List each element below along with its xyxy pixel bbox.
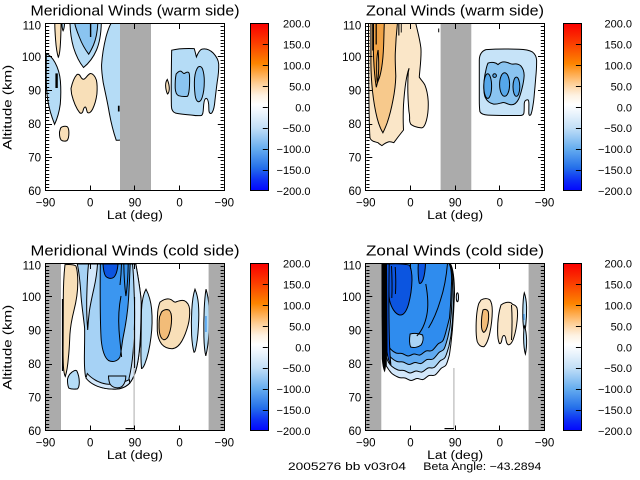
svg-text:200.0: 200.0 xyxy=(604,259,632,271)
svg-text:0.0: 0.0 xyxy=(295,102,310,114)
svg-text:Lat (deg): Lat (deg) xyxy=(427,210,483,222)
svg-text:200.0: 200.0 xyxy=(283,259,311,271)
svg-text:2005276 bb v03r04: 2005276 bb v03r04 xyxy=(288,461,406,473)
svg-text:90: 90 xyxy=(349,86,362,98)
svg-text:0: 0 xyxy=(87,198,93,210)
svg-text:150.0: 150.0 xyxy=(283,279,311,291)
svg-text:150.0: 150.0 xyxy=(604,279,632,291)
svg-text:150.0: 150.0 xyxy=(283,39,311,51)
svg-text:50.0: 50.0 xyxy=(611,321,632,333)
svg-text:−90: −90 xyxy=(356,198,376,210)
svg-text:90: 90 xyxy=(129,438,142,450)
svg-text:−150.0: −150.0 xyxy=(277,165,311,177)
svg-text:−90: −90 xyxy=(215,198,235,210)
svg-text:−90: −90 xyxy=(535,198,555,210)
svg-text:110: 110 xyxy=(343,261,361,273)
svg-text:0.0: 0.0 xyxy=(617,102,632,114)
svg-text:100.0: 100.0 xyxy=(283,60,311,72)
svg-text:−200.0: −200.0 xyxy=(598,186,632,198)
svg-text:90: 90 xyxy=(28,86,41,98)
svg-text:100: 100 xyxy=(22,52,41,64)
svg-text:−200.0: −200.0 xyxy=(598,426,632,438)
svg-text:100: 100 xyxy=(342,292,361,304)
svg-text:90: 90 xyxy=(129,198,142,210)
svg-text:Lat (deg): Lat (deg) xyxy=(107,450,163,462)
svg-text:200.0: 200.0 xyxy=(604,19,632,31)
svg-text:110: 110 xyxy=(343,21,361,33)
svg-text:−200.0: −200.0 xyxy=(277,186,311,198)
svg-text:60: 60 xyxy=(28,186,41,198)
svg-text:90: 90 xyxy=(28,326,41,338)
svg-text:−50.0: −50.0 xyxy=(604,123,632,135)
svg-text:0: 0 xyxy=(87,438,93,450)
svg-text:0: 0 xyxy=(176,438,182,450)
svg-text:−100.0: −100.0 xyxy=(277,384,311,396)
svg-text:0: 0 xyxy=(176,198,182,210)
svg-text:80: 80 xyxy=(349,119,362,131)
svg-text:150.0: 150.0 xyxy=(604,39,632,51)
svg-text:−100.0: −100.0 xyxy=(598,384,632,396)
svg-text:0.0: 0.0 xyxy=(617,342,632,354)
svg-text:0: 0 xyxy=(497,198,503,210)
svg-text:Lat (deg): Lat (deg) xyxy=(427,450,483,462)
svg-text:0: 0 xyxy=(407,438,413,450)
svg-text:80: 80 xyxy=(28,119,41,131)
svg-text:100.0: 100.0 xyxy=(604,60,632,72)
svg-text:−90: −90 xyxy=(36,438,56,450)
svg-text:100: 100 xyxy=(342,52,361,64)
svg-text:Lat (deg): Lat (deg) xyxy=(107,210,163,222)
svg-text:−150.0: −150.0 xyxy=(598,405,632,417)
svg-text:50.0: 50.0 xyxy=(289,81,310,93)
svg-text:70: 70 xyxy=(28,393,41,405)
svg-text:80: 80 xyxy=(28,359,41,371)
svg-text:−50.0: −50.0 xyxy=(283,363,311,375)
svg-text:−200.0: −200.0 xyxy=(277,426,311,438)
svg-text:60: 60 xyxy=(28,426,41,438)
svg-text:50.0: 50.0 xyxy=(289,321,310,333)
svg-text:Meridional Winds (warm side): Meridional Winds (warm side) xyxy=(31,3,240,19)
svg-text:60: 60 xyxy=(349,426,362,438)
svg-text:−90: −90 xyxy=(356,438,376,450)
svg-text:0: 0 xyxy=(407,198,413,210)
svg-text:0: 0 xyxy=(497,438,503,450)
svg-text:70: 70 xyxy=(28,153,41,165)
svg-text:60: 60 xyxy=(349,186,362,198)
svg-text:−90: −90 xyxy=(36,198,56,210)
svg-text:110: 110 xyxy=(23,261,41,273)
svg-text:Meridional Winds (cold side): Meridional Winds (cold side) xyxy=(31,243,240,259)
svg-text:90: 90 xyxy=(449,438,462,450)
svg-text:100.0: 100.0 xyxy=(283,300,311,312)
svg-text:100.0: 100.0 xyxy=(604,300,632,312)
svg-text:50.0: 50.0 xyxy=(611,81,632,93)
svg-text:−100.0: −100.0 xyxy=(598,144,632,156)
svg-text:−100.0: −100.0 xyxy=(277,144,311,156)
svg-text:90: 90 xyxy=(349,326,362,338)
svg-text:0.0: 0.0 xyxy=(295,342,310,354)
svg-text:70: 70 xyxy=(349,393,362,405)
svg-text:−150.0: −150.0 xyxy=(277,405,311,417)
svg-text:100: 100 xyxy=(22,292,41,304)
svg-text:110: 110 xyxy=(23,21,41,33)
svg-text:−50.0: −50.0 xyxy=(283,123,311,135)
svg-text:80: 80 xyxy=(349,359,362,371)
svg-text:−150.0: −150.0 xyxy=(598,165,632,177)
svg-text:Zonal Winds (warm side): Zonal Winds (warm side) xyxy=(366,3,544,19)
svg-text:70: 70 xyxy=(349,153,362,165)
svg-text:90: 90 xyxy=(449,198,462,210)
svg-text:−50.0: −50.0 xyxy=(604,363,632,375)
svg-text:Altitude (km): Altitude (km) xyxy=(3,305,15,390)
svg-text:−90: −90 xyxy=(215,438,235,450)
svg-text:Zonal Winds (cold side): Zonal Winds (cold side) xyxy=(366,243,544,259)
svg-text:Beta Angle: −43.2894: Beta Angle: −43.2894 xyxy=(423,461,541,473)
svg-text:−90: −90 xyxy=(535,438,555,450)
svg-text:Altitude (km): Altitude (km) xyxy=(3,65,15,150)
svg-text:200.0: 200.0 xyxy=(283,19,311,31)
